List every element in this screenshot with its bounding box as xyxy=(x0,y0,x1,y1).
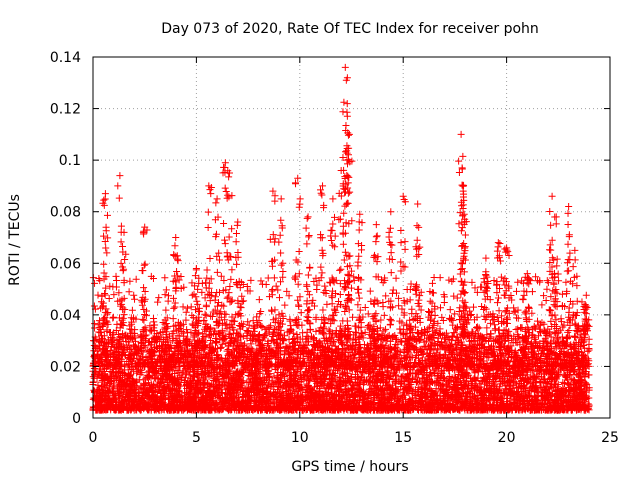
data-point xyxy=(448,340,456,348)
data-point xyxy=(491,321,499,329)
data-point xyxy=(182,316,190,324)
data-point xyxy=(476,356,484,364)
data-point xyxy=(501,308,509,316)
data-point xyxy=(377,316,385,324)
data-point xyxy=(450,329,458,337)
data-point xyxy=(559,378,567,386)
data-point xyxy=(150,318,158,326)
data-point xyxy=(217,343,225,351)
data-points xyxy=(89,63,593,414)
data-point xyxy=(446,315,454,323)
data-point xyxy=(485,337,493,345)
data-point xyxy=(337,322,345,330)
data-point xyxy=(585,335,593,343)
data-point xyxy=(162,320,170,328)
chart-title: Day 073 of 2020, Rate Of TEC Index for r… xyxy=(161,21,539,37)
data-point xyxy=(109,314,117,322)
data-point xyxy=(235,321,243,329)
